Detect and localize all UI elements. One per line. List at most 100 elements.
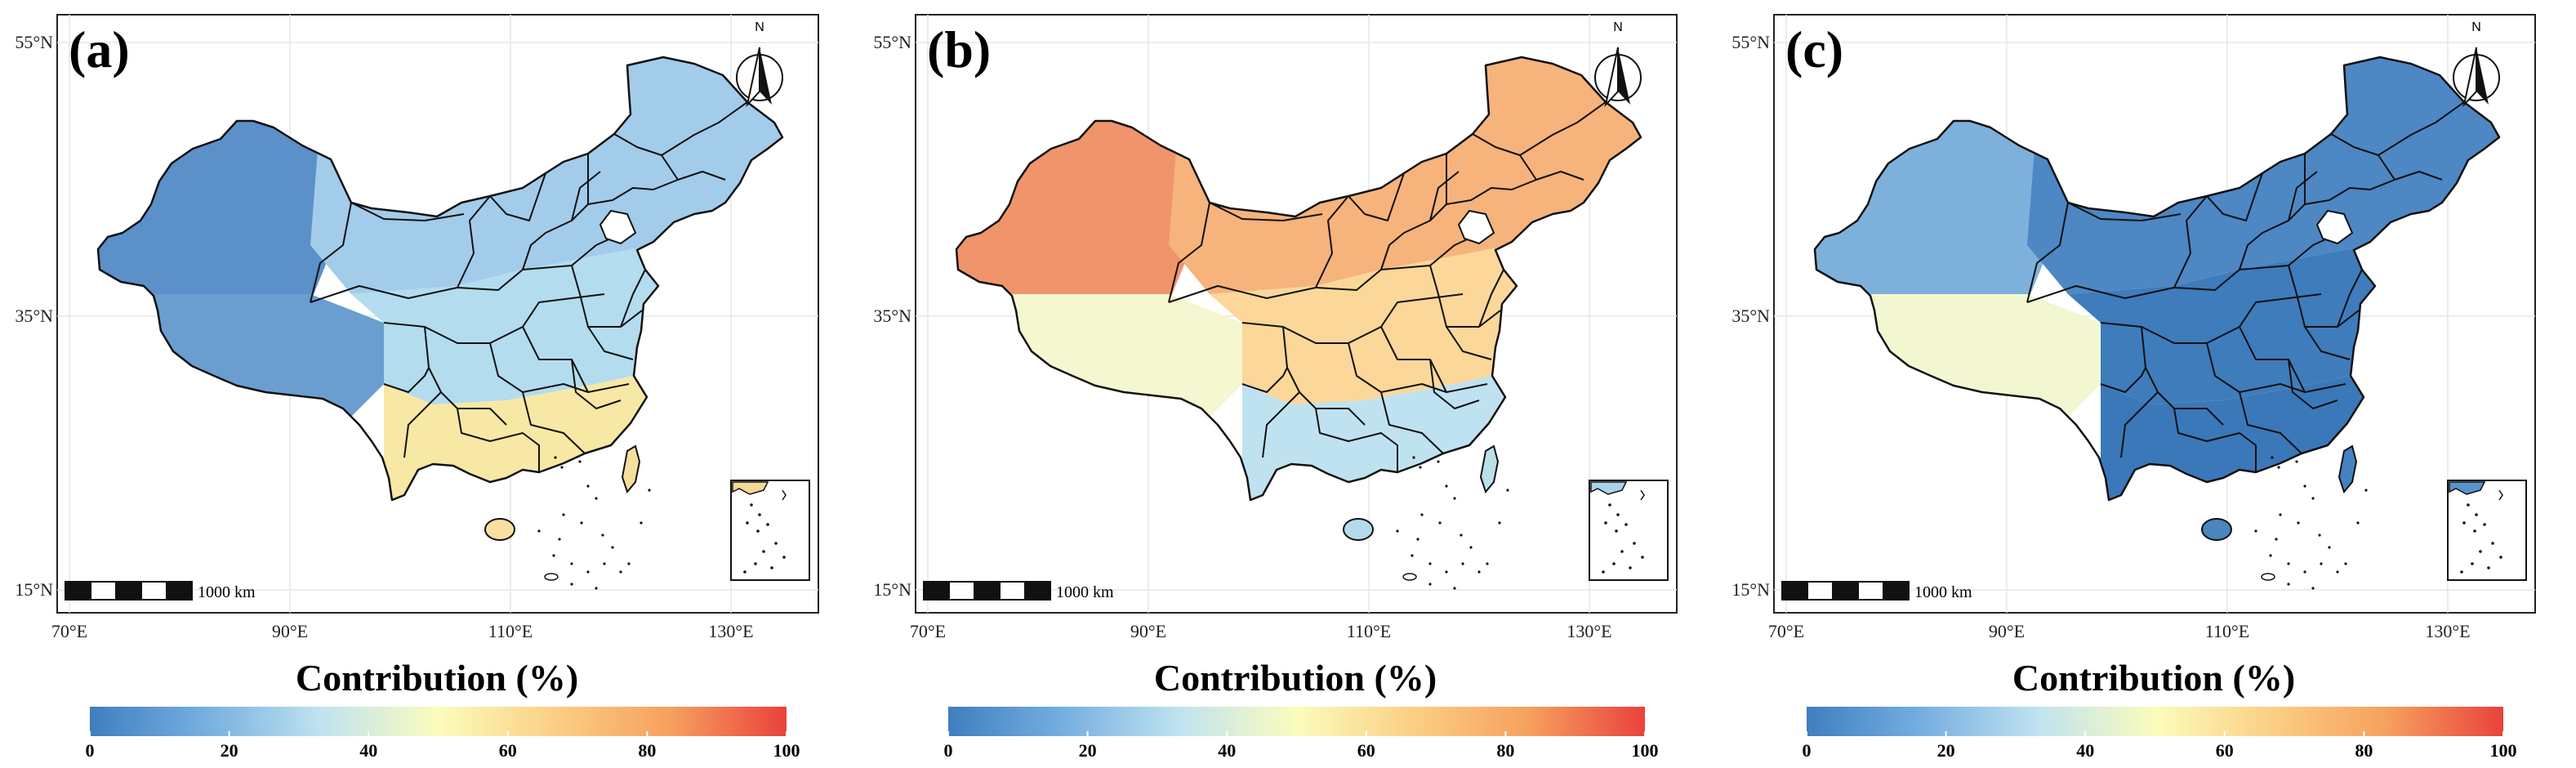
colorbar-tick-label: 40: [359, 740, 377, 761]
province-boundary: [2304, 187, 2371, 205]
sea-island-dot: [1469, 546, 1473, 549]
latitude-label: 15°N: [1731, 579, 1770, 600]
province-boundary: [2369, 171, 2443, 190]
hainan-island: [1343, 518, 1374, 541]
north-label: N: [755, 20, 764, 34]
sea-island-dot: [578, 460, 582, 463]
province-boundary: [2100, 293, 2322, 344]
province-boundary: [545, 154, 589, 234]
north-arrow-icon: [1594, 47, 1642, 108]
sea-island-dot: [2303, 484, 2306, 488]
sea-island-dot: [2303, 570, 2306, 574]
province-boundary: [1315, 408, 1398, 472]
longitude-label: 90°E: [1130, 621, 1166, 641]
north-arrow-icon: [2453, 47, 2500, 108]
longitude-label: 70°E: [51, 621, 87, 641]
sea-island-dot: [552, 554, 555, 557]
province-boundary: [1446, 187, 1513, 205]
bohai-sea: [1457, 209, 1495, 245]
province-boundary: [2337, 269, 2363, 328]
province-boundary: [2378, 101, 2465, 156]
province-boundary: [1348, 172, 1405, 221]
province-boundary: [620, 269, 646, 328]
province-boundary: [653, 171, 726, 190]
province-boundary: [2288, 171, 2318, 221]
province-boundary: [489, 172, 546, 221]
sea-island-dot: [562, 513, 565, 516]
sea-island-dot: [2311, 497, 2315, 500]
sea-island-dot: [1453, 497, 1456, 500]
longitude-label: 130°E: [2425, 621, 2470, 641]
map-figure: N 1000 km (a) 55°N 35°N 15°N 70°E 90°E 110°E 130°…: [15, 14, 819, 761]
sea-island-dot: [648, 489, 651, 492]
province-boundary: [571, 359, 622, 409]
colorbar-tick-label: 60: [1357, 740, 1375, 761]
province-boundary: [1209, 202, 1323, 221]
province-boundary: [522, 391, 586, 454]
province-boundary: [350, 202, 465, 221]
province-boundary: [1380, 326, 1447, 393]
sea-island-dot: [1419, 466, 1422, 469]
sea-island-dot: [580, 521, 583, 525]
sea-island: [544, 573, 559, 581]
sea-island-dot: [1438, 521, 1442, 525]
bohai-sea: [2315, 209, 2354, 245]
south-china-sea-inset: [1589, 480, 1669, 581]
province-boundary: [1472, 133, 1537, 181]
longitude-label: 90°E: [1989, 621, 2025, 641]
south-china-sea-inset: [2447, 480, 2527, 581]
sea-island-dot: [1461, 562, 1464, 565]
province-boundary: [403, 391, 442, 458]
sea-island-dot: [1498, 521, 1501, 525]
colorbar: [90, 707, 787, 736]
colorbar: [948, 707, 1645, 736]
province-boundary: [1429, 171, 1460, 221]
sea-island-dot: [1411, 554, 1414, 557]
sea-island-dot: [1428, 562, 1432, 565]
province-boundary: [1282, 326, 1366, 426]
sea-island-dot: [2271, 456, 2274, 459]
province-boundary: [2239, 326, 2306, 393]
colorbar-tick-label: 80: [2355, 740, 2373, 761]
colorbar-tick-label: 40: [1218, 740, 1236, 761]
sea-island-dot: [2356, 521, 2360, 525]
colorbar-tick-label: 20: [1937, 740, 1955, 761]
colorbar-tick-label: 0: [86, 740, 95, 761]
colorbar-tick-label: 40: [2076, 740, 2094, 761]
sea-island-dot: [2318, 534, 2321, 537]
province-boundary: [1511, 171, 1584, 190]
province-boundary: [2239, 391, 2302, 454]
colorbar-tick-label: 0: [1803, 740, 1812, 761]
center-region: [2068, 245, 2387, 404]
north-arrow-icon: [736, 47, 783, 108]
longitude-label: 110°E: [488, 621, 533, 641]
province-boundary: [1446, 326, 1492, 360]
scale-label: 1000 km: [1914, 583, 1972, 601]
sea-island-dot: [627, 562, 631, 565]
sea-island-dot: [595, 587, 598, 590]
sea-island-dot: [570, 583, 573, 586]
colorbar-tick-label: 80: [1496, 740, 1514, 761]
province-boundary: [661, 101, 748, 156]
province-boundary: [2288, 359, 2338, 409]
province-boundary: [613, 133, 679, 181]
latitude-label: 55°N: [1731, 32, 1770, 52]
province-boundary: [2262, 154, 2306, 234]
sea-island-dot: [2311, 587, 2315, 590]
province-boundary: [1241, 293, 1464, 344]
sea-island-dot: [2287, 583, 2290, 586]
sea-island: [1402, 573, 1417, 581]
sea-island-dot: [1437, 460, 1440, 463]
latitude-label: 55°N: [873, 32, 911, 52]
latitude-label: 15°N: [15, 579, 53, 600]
sea-island-dot: [2336, 570, 2339, 574]
country-outline: [1813, 56, 2501, 502]
colorbar-tick-label: 20: [1079, 740, 1097, 761]
province-boundary: [571, 171, 601, 221]
sea-island-dot: [619, 570, 622, 574]
sea-island-dot: [2275, 538, 2278, 541]
scale-bar: [65, 581, 193, 601]
colorbar-tick-label: 80: [638, 740, 656, 761]
sea-island-dot: [1486, 562, 1489, 565]
province-boundary: [587, 326, 634, 360]
